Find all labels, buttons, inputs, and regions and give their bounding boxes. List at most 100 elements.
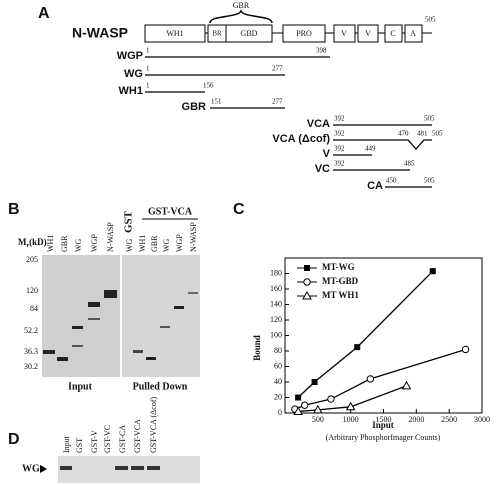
lane-label: GBR [60,235,69,252]
residue: 450 [386,177,397,185]
x-axis-sublabel: (Arbitrary PhosphorImager Counts) [326,433,441,442]
residue: 392 [334,115,345,123]
residue: 398 [316,47,327,55]
residue: 392 [334,145,345,153]
lane-label: WH1 [138,235,147,252]
point [366,375,375,383]
point [311,379,318,385]
residue: 485 [404,160,415,168]
y-tick-label: 20 [274,392,282,401]
construct-lines [145,56,432,188]
gel [122,255,200,377]
construct-name: VC [315,163,330,175]
band [188,292,198,294]
panel-b: B Mr(kD) WH1 GBR WG WGP N-WASP WG WH1 GB… [8,201,200,392]
domain-label: V [365,29,371,38]
domain-box [357,24,379,43]
construct-name: V [323,148,331,160]
lane-label: WGP [175,234,184,252]
y-tick-label: 140 [270,299,282,308]
gel [58,456,200,483]
band [174,306,184,309]
marker-label: 84 [30,304,38,313]
construct-line [333,139,432,150]
mr-label: Mr(kD) [18,237,47,249]
residue: 156 [203,82,214,90]
residue: 505 [424,177,435,185]
lane-label: GST-V [90,430,99,453]
lane-label: WG [162,238,171,252]
panel-label: A [38,5,50,22]
point [354,344,361,351]
band [133,350,143,353]
legend-label: MT-GBD [322,276,359,286]
y-tick-label: 180 [270,268,282,277]
residue: 392 [334,160,345,168]
point [345,401,356,411]
panel-label: D [8,431,20,448]
band [131,466,144,470]
y-tick-label: 0 [278,408,282,417]
x-tick-label: 500 [312,415,324,424]
residue: 470 [398,130,409,138]
panel-d: D Input GST GST-V GST-VC GST-CA GST-VCA … [8,396,200,483]
series-line [297,270,434,398]
lane-label: WG [125,238,134,252]
domain-label: A [410,29,416,38]
lane-label: GST [75,438,84,453]
plot-frame [284,257,483,414]
band [72,345,83,347]
gel [42,255,120,377]
lane-label: N-WASP [106,222,115,252]
band [43,350,55,354]
band [60,466,72,470]
bracket-label: GBR [233,1,250,10]
domain-box [144,24,206,43]
domains [144,24,423,43]
x-tick-label: 1000 [343,415,359,424]
band [160,326,170,328]
band [88,302,100,307]
residue: 151 [211,98,222,106]
residue: 505 [432,130,443,138]
residue: 505 [424,115,435,123]
marker-label: 30.2 [24,362,38,371]
legend-label: MT WH1 [322,290,359,300]
point [293,406,303,415]
point [301,401,309,409]
band [57,357,68,361]
lane-label: GBR [150,235,159,252]
band [72,326,83,329]
residue: 1 [146,82,150,90]
band [147,466,160,470]
band [88,318,100,320]
point [401,380,412,390]
construct-name: WGP [117,50,143,62]
band-label: WG [22,463,40,474]
point [327,395,335,403]
domain-box [384,24,403,43]
construct-name: WH1 [119,85,143,97]
domain-label: WH1 [166,29,183,38]
marker-label: 36.3 [24,347,38,356]
domain-box [333,24,356,43]
construct-name: GBR [182,101,207,113]
length-label: 505 [425,16,436,24]
point [304,265,310,271]
band [115,466,128,470]
marker-label: 205 [26,255,38,264]
protein-name: N-WASP [72,25,128,41]
panel-label: B [8,201,20,218]
marker-label: 120 [26,286,38,295]
domain-box [282,24,326,43]
y-axis-label: Bound [252,335,262,361]
residue: 392 [334,130,345,138]
bracket [209,9,273,24]
domain-label: GBD [241,29,258,38]
series-line [294,348,466,410]
x-tick-label: 2000 [408,415,424,424]
residue: 1 [146,65,150,73]
y-tick-label: 120 [270,315,282,324]
x-axis-label: Input [372,420,394,430]
